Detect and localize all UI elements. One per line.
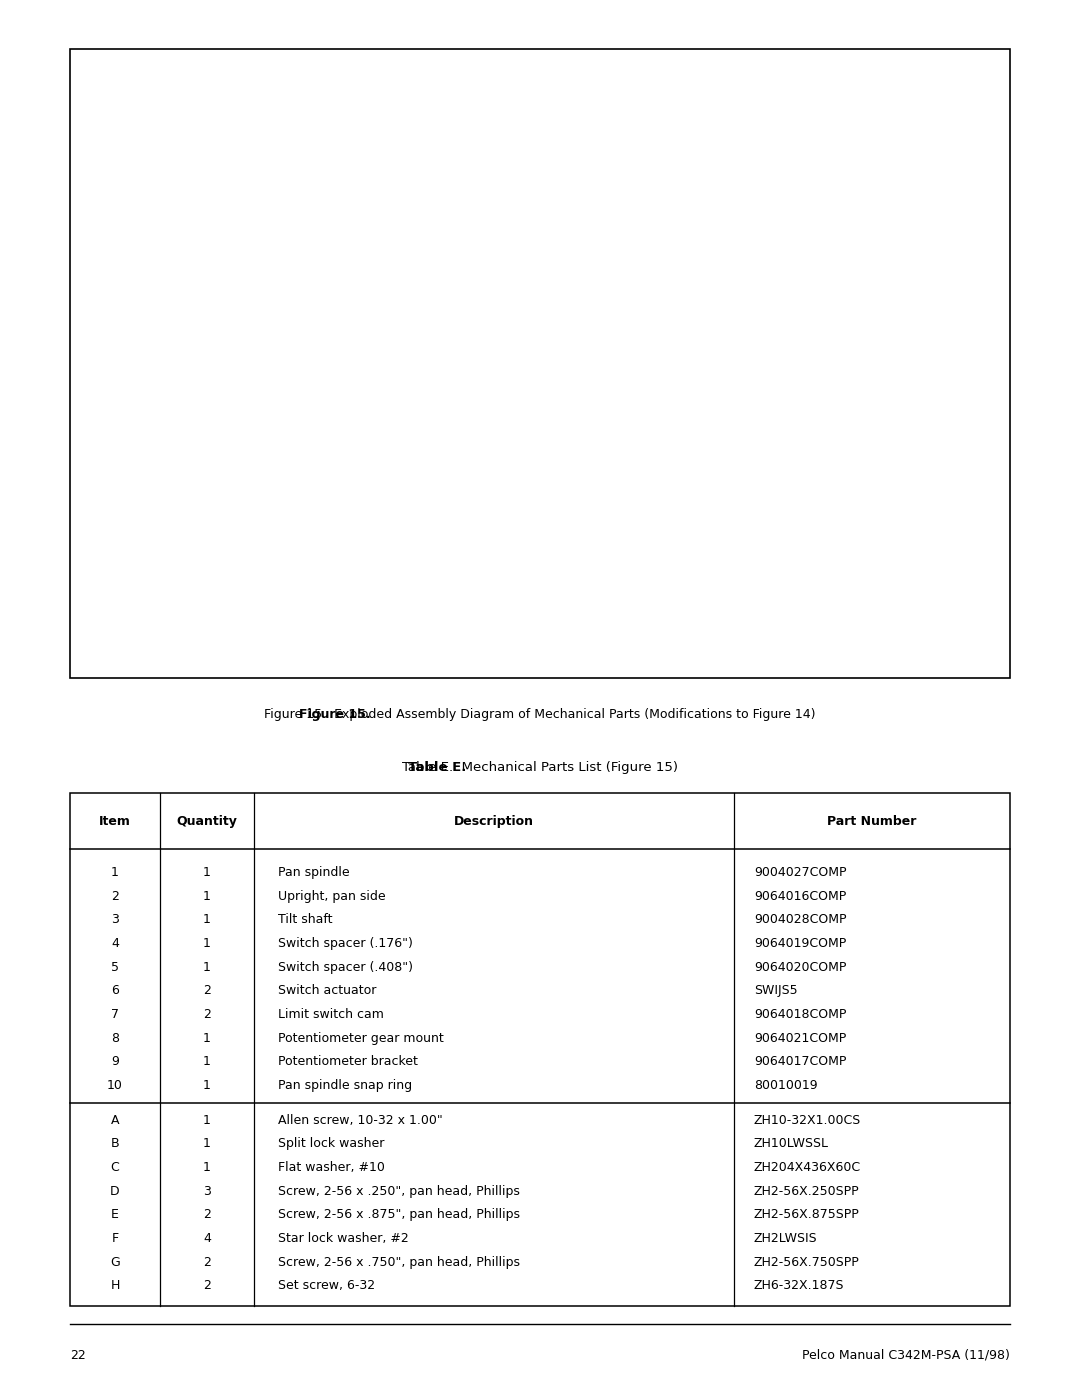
- Text: SWIJS5: SWIJS5: [754, 985, 797, 997]
- Text: F: F: [111, 1232, 119, 1245]
- Text: ZH2-56X.250SPP: ZH2-56X.250SPP: [754, 1185, 860, 1197]
- Text: ZH6-32X.187S: ZH6-32X.187S: [754, 1280, 845, 1292]
- Text: Pan spindle: Pan spindle: [278, 866, 349, 879]
- Text: 80010019: 80010019: [754, 1078, 818, 1092]
- Text: 1: 1: [203, 961, 211, 974]
- Text: 2: 2: [203, 1280, 211, 1292]
- Text: Set screw, 6-32: Set screw, 6-32: [278, 1280, 375, 1292]
- Text: Allen screw, 10-32 x 1.00": Allen screw, 10-32 x 1.00": [278, 1113, 443, 1127]
- Text: 3: 3: [111, 914, 119, 926]
- Text: 2: 2: [111, 890, 119, 902]
- Text: ZH2-56X.750SPP: ZH2-56X.750SPP: [754, 1256, 860, 1268]
- Text: D: D: [110, 1185, 120, 1197]
- Text: Pelco Manual C342M-PSA (11/98): Pelco Manual C342M-PSA (11/98): [802, 1348, 1010, 1362]
- Text: Star lock washer, #2: Star lock washer, #2: [278, 1232, 408, 1245]
- Text: 9064018COMP: 9064018COMP: [754, 1007, 847, 1021]
- Text: 2: 2: [203, 985, 211, 997]
- Text: 1: 1: [203, 937, 211, 950]
- Text: ZH204X436X60C: ZH204X436X60C: [754, 1161, 861, 1173]
- Text: ZH2-56X.875SPP: ZH2-56X.875SPP: [754, 1208, 860, 1221]
- Text: 10: 10: [107, 1078, 123, 1092]
- Text: 1: 1: [203, 866, 211, 879]
- Text: Table E.  Mechanical Parts List (Figure 15): Table E. Mechanical Parts List (Figure 1…: [402, 761, 678, 774]
- Bar: [70, 793, 1010, 1306]
- Text: 9064020COMP: 9064020COMP: [754, 961, 847, 974]
- Text: 9064017COMP: 9064017COMP: [754, 1055, 847, 1069]
- Text: Figure 15.  Exploded Assembly Diagram of Mechanical Parts (Modifications to Figu: Figure 15. Exploded Assembly Diagram of …: [265, 708, 815, 721]
- Text: Screw, 2-56 x .875", pan head, Phillips: Screw, 2-56 x .875", pan head, Phillips: [278, 1208, 519, 1221]
- Text: Figure 15.  Exploded Assembly Diagram of Mechanical Parts (Modifications to Figu: Figure 15. Exploded Assembly Diagram of …: [265, 708, 815, 721]
- Text: E: E: [111, 1208, 119, 1221]
- Text: 7: 7: [111, 1007, 119, 1021]
- Text: 1: 1: [203, 1137, 211, 1151]
- Text: 22: 22: [70, 1348, 86, 1362]
- Text: B: B: [111, 1137, 119, 1151]
- Text: 8: 8: [111, 1031, 119, 1045]
- Text: 9004027COMP: 9004027COMP: [754, 866, 847, 879]
- Text: 5: 5: [111, 961, 119, 974]
- Text: Split lock washer: Split lock washer: [278, 1137, 383, 1151]
- Text: Screw, 2-56 x .750", pan head, Phillips: Screw, 2-56 x .750", pan head, Phillips: [278, 1256, 519, 1268]
- Text: 1: 1: [203, 1113, 211, 1127]
- Text: 1: 1: [203, 1031, 211, 1045]
- Text: 1: 1: [203, 914, 211, 926]
- Text: Potentiometer gear mount: Potentiometer gear mount: [278, 1031, 443, 1045]
- Text: 1: 1: [203, 890, 211, 902]
- Text: C: C: [110, 1161, 120, 1173]
- Text: Screw, 2-56 x .250", pan head, Phillips: Screw, 2-56 x .250", pan head, Phillips: [278, 1185, 519, 1197]
- Text: ZH10LWSSL: ZH10LWSSL: [754, 1137, 828, 1151]
- Text: Switch spacer (.176"): Switch spacer (.176"): [278, 937, 413, 950]
- Text: 9: 9: [111, 1055, 119, 1069]
- Text: Pan spindle snap ring: Pan spindle snap ring: [278, 1078, 411, 1092]
- Text: A: A: [111, 1113, 119, 1127]
- Text: 4: 4: [111, 937, 119, 950]
- Bar: [70, 49, 1010, 678]
- Text: 4: 4: [203, 1232, 211, 1245]
- Text: 1: 1: [203, 1055, 211, 1069]
- Text: 9064016COMP: 9064016COMP: [754, 890, 846, 902]
- Text: ZH2LWSIS: ZH2LWSIS: [754, 1232, 818, 1245]
- Text: Table E.: Table E.: [407, 761, 467, 774]
- Text: Switch actuator: Switch actuator: [278, 985, 376, 997]
- Text: Potentiometer bracket: Potentiometer bracket: [278, 1055, 418, 1069]
- Text: Flat washer, #10: Flat washer, #10: [278, 1161, 384, 1173]
- Text: ZH10-32X1.00CS: ZH10-32X1.00CS: [754, 1113, 861, 1127]
- Text: Item: Item: [99, 814, 131, 828]
- Text: Limit switch cam: Limit switch cam: [278, 1007, 383, 1021]
- Text: Description: Description: [454, 814, 535, 828]
- Text: Figure 15.: Figure 15.: [298, 708, 370, 721]
- Text: 1: 1: [203, 1161, 211, 1173]
- Text: 3: 3: [203, 1185, 211, 1197]
- Text: 2: 2: [203, 1007, 211, 1021]
- Text: Tilt shaft: Tilt shaft: [278, 914, 332, 926]
- Text: 2: 2: [203, 1256, 211, 1268]
- Text: 1: 1: [111, 866, 119, 879]
- Text: Upright, pan side: Upright, pan side: [278, 890, 386, 902]
- Text: 2: 2: [203, 1208, 211, 1221]
- Text: 6: 6: [111, 985, 119, 997]
- Text: 9064019COMP: 9064019COMP: [754, 937, 846, 950]
- Text: Switch spacer (.408"): Switch spacer (.408"): [278, 961, 413, 974]
- Text: 1: 1: [203, 1078, 211, 1092]
- Text: H: H: [110, 1280, 120, 1292]
- Text: 9004028COMP: 9004028COMP: [754, 914, 847, 926]
- Text: Part Number: Part Number: [827, 814, 917, 828]
- Text: 9064021COMP: 9064021COMP: [754, 1031, 846, 1045]
- Text: G: G: [110, 1256, 120, 1268]
- Text: Quantity: Quantity: [176, 814, 238, 828]
